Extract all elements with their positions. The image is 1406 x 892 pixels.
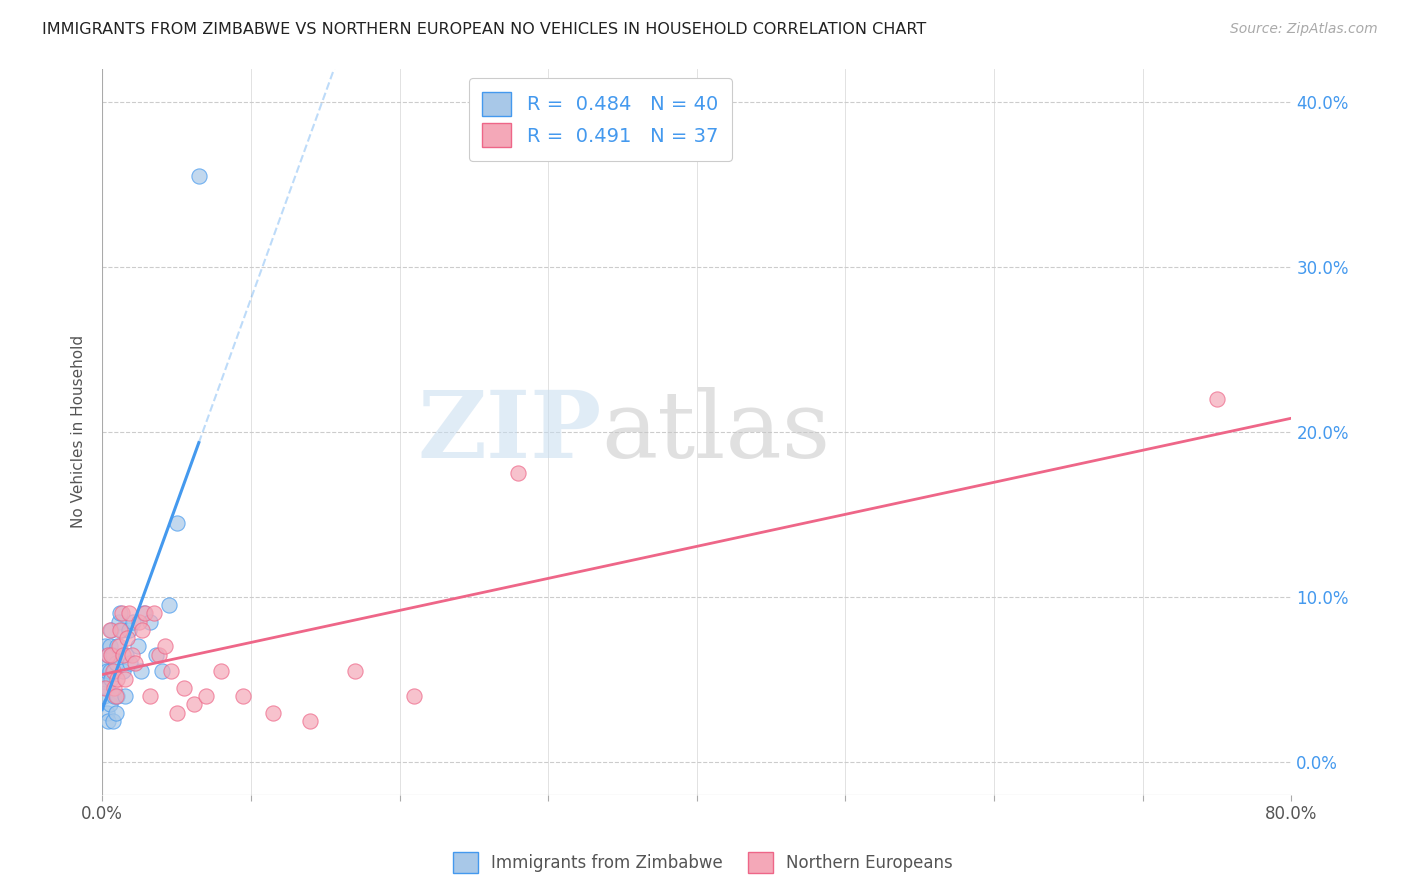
- Text: IMMIGRANTS FROM ZIMBABWE VS NORTHERN EUROPEAN NO VEHICLES IN HOUSEHOLD CORRELATI: IMMIGRANTS FROM ZIMBABWE VS NORTHERN EUR…: [42, 22, 927, 37]
- Point: [97, 648, 120, 662]
- Point: [114, 689, 136, 703]
- Point: [150, 664, 173, 678]
- Point: [166, 706, 188, 720]
- Point: [121, 648, 143, 662]
- Point: [404, 689, 426, 703]
- Point: [122, 615, 145, 629]
- Point: [96, 681, 118, 695]
- Point: [187, 169, 209, 183]
- Point: [100, 673, 122, 687]
- Point: [139, 615, 162, 629]
- Point: [110, 607, 132, 621]
- Point: [110, 623, 132, 637]
- Point: [128, 615, 150, 629]
- Point: [98, 698, 121, 712]
- Point: [508, 466, 530, 480]
- Point: [139, 689, 162, 703]
- Point: [103, 689, 125, 703]
- Point: [100, 648, 122, 662]
- Point: [93, 689, 115, 703]
- Point: [124, 656, 146, 670]
- Point: [232, 689, 254, 703]
- Point: [115, 648, 138, 662]
- Point: [97, 714, 120, 728]
- Point: [94, 681, 117, 695]
- Y-axis label: No Vehicles in Household: No Vehicles in Household: [72, 335, 86, 528]
- Point: [105, 640, 128, 654]
- Point: [209, 664, 232, 678]
- Legend: Immigrants from Zimbabwe, Northern Europeans: Immigrants from Zimbabwe, Northern Europ…: [446, 846, 960, 880]
- Point: [134, 607, 156, 621]
- Point: [98, 640, 121, 654]
- Point: [103, 681, 125, 695]
- Point: [131, 623, 153, 637]
- Point: [101, 664, 124, 678]
- Point: [107, 615, 129, 629]
- Point: [343, 664, 366, 678]
- Point: [105, 673, 128, 687]
- Point: [195, 689, 218, 703]
- Point: [153, 640, 176, 654]
- Point: [103, 664, 125, 678]
- Point: [94, 640, 117, 654]
- Point: [111, 664, 134, 678]
- Point: [111, 648, 134, 662]
- Point: [104, 706, 127, 720]
- Point: [93, 656, 115, 670]
- Point: [118, 607, 141, 621]
- Point: [118, 623, 141, 637]
- Point: [101, 714, 124, 728]
- Point: [148, 648, 170, 662]
- Point: [143, 607, 166, 621]
- Point: [96, 706, 118, 720]
- Point: [159, 664, 181, 678]
- Point: [183, 698, 205, 712]
- Point: [1206, 392, 1229, 406]
- Text: atlas: atlas: [602, 387, 831, 477]
- Point: [100, 623, 122, 637]
- Point: [96, 664, 118, 678]
- Point: [108, 607, 131, 621]
- Point: [145, 648, 167, 662]
- Point: [98, 664, 121, 678]
- Point: [117, 631, 139, 645]
- Point: [108, 623, 131, 637]
- Point: [104, 656, 127, 670]
- Point: [129, 664, 152, 678]
- Point: [173, 681, 195, 695]
- Text: ZIP: ZIP: [418, 387, 602, 477]
- Point: [262, 706, 284, 720]
- Point: [166, 516, 188, 530]
- Point: [94, 673, 117, 687]
- Point: [114, 673, 136, 687]
- Point: [104, 689, 127, 703]
- Text: Source: ZipAtlas.com: Source: ZipAtlas.com: [1230, 22, 1378, 37]
- Point: [157, 598, 180, 612]
- Point: [107, 640, 129, 654]
- Point: [127, 640, 149, 654]
- Point: [132, 607, 155, 621]
- Point: [120, 656, 142, 670]
- Point: [101, 648, 124, 662]
- Point: [299, 714, 322, 728]
- Legend: R =  0.484   N = 40, R =  0.491   N = 37: R = 0.484 N = 40, R = 0.491 N = 37: [468, 78, 733, 161]
- Point: [98, 623, 121, 637]
- Point: [105, 689, 128, 703]
- Point: [97, 648, 120, 662]
